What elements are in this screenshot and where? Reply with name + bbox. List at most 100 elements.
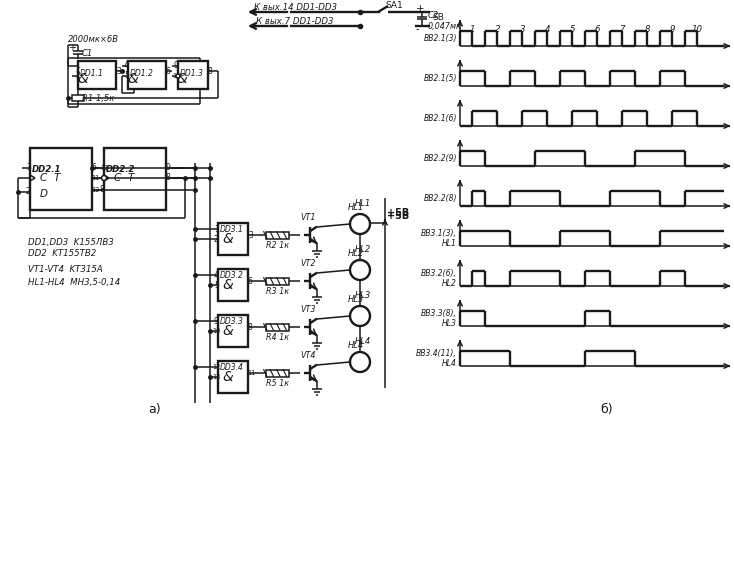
Text: VT3: VT3 xyxy=(300,306,316,315)
Text: DD3.2: DD3.2 xyxy=(220,272,244,280)
Text: R4 1к: R4 1к xyxy=(266,332,289,342)
Bar xyxy=(78,61,116,89)
Text: 4: 4 xyxy=(124,62,129,71)
Text: 5: 5 xyxy=(124,72,129,81)
Text: SA1: SA1 xyxy=(385,1,403,9)
Text: +5В: +5В xyxy=(387,211,410,221)
Text: DD3.4: DD3.4 xyxy=(220,363,244,373)
Text: DD2.1: DD2.1 xyxy=(32,165,62,175)
Text: 1: 1 xyxy=(75,62,80,71)
Text: 9: 9 xyxy=(166,163,171,172)
Text: 13: 13 xyxy=(212,374,220,380)
Bar xyxy=(218,361,248,393)
Text: DD2  KТ155ТВ2: DD2 KТ155ТВ2 xyxy=(28,249,96,259)
Bar xyxy=(218,269,248,301)
Text: б): б) xyxy=(600,403,613,416)
Text: C: C xyxy=(40,173,47,183)
Text: &: & xyxy=(128,72,139,86)
Text: +: + xyxy=(68,43,76,53)
Text: HL2: HL2 xyxy=(348,249,364,259)
Circle shape xyxy=(350,352,370,372)
Circle shape xyxy=(101,175,106,181)
Text: BB2.2(9): BB2.2(9) xyxy=(424,154,457,163)
Bar xyxy=(266,369,289,376)
Text: T: T xyxy=(128,173,134,183)
Text: 8: 8 xyxy=(165,173,170,182)
Text: К вых.14 DD1-DD3: К вых.14 DD1-DD3 xyxy=(253,2,336,12)
Text: 6: 6 xyxy=(595,25,600,34)
Text: &: & xyxy=(222,232,233,246)
Bar xyxy=(266,323,289,330)
Text: BB3.2(6),
HL2: BB3.2(6), HL2 xyxy=(421,269,457,288)
Text: C: C xyxy=(114,173,121,183)
Text: HL3: HL3 xyxy=(355,292,371,300)
Circle shape xyxy=(350,306,370,326)
Text: +5В: +5В xyxy=(387,208,410,218)
Text: 5: 5 xyxy=(570,25,575,34)
Circle shape xyxy=(176,74,180,78)
Text: 9: 9 xyxy=(214,316,219,326)
Text: DD3.1: DD3.1 xyxy=(220,226,244,235)
Text: DD2.2: DD2.2 xyxy=(106,165,136,175)
Text: C1: C1 xyxy=(82,48,93,58)
Text: &: & xyxy=(222,278,233,292)
Text: &: & xyxy=(78,72,88,86)
Text: К вых.7 DD1-DD3: К вых.7 DD1-DD3 xyxy=(256,16,334,25)
Text: VT1: VT1 xyxy=(300,213,316,222)
Text: 6: 6 xyxy=(166,66,171,75)
Text: 4: 4 xyxy=(545,25,550,34)
Text: 2000мк×6В: 2000мк×6В xyxy=(68,35,119,45)
Text: DD1.2: DD1.2 xyxy=(130,68,154,78)
Text: BB3.3(8),
HL3: BB3.3(8), HL3 xyxy=(421,309,457,328)
Text: HL4: HL4 xyxy=(355,338,371,346)
Text: VT4: VT4 xyxy=(300,352,316,360)
Text: 10: 10 xyxy=(691,25,702,34)
Text: 10: 10 xyxy=(172,73,181,79)
Text: HL1: HL1 xyxy=(355,199,371,209)
Text: C2: C2 xyxy=(428,12,439,21)
Bar xyxy=(72,95,84,101)
Text: 1: 1 xyxy=(214,225,219,233)
Text: BB2.1(6): BB2.1(6) xyxy=(424,114,457,123)
Text: 4: 4 xyxy=(214,270,219,279)
Bar xyxy=(218,223,248,255)
Text: 0,047мк: 0,047мк xyxy=(428,22,462,31)
Text: 2: 2 xyxy=(495,25,500,34)
Text: R1 1,5к: R1 1,5к xyxy=(82,93,115,102)
Text: 11: 11 xyxy=(247,370,255,376)
Text: -: - xyxy=(416,24,420,34)
Text: R5 1к: R5 1к xyxy=(266,379,289,387)
Text: &: & xyxy=(222,370,233,384)
Text: DD3.3: DD3.3 xyxy=(220,318,244,326)
Text: R2 1к: R2 1к xyxy=(266,240,289,249)
Text: DD1.3: DD1.3 xyxy=(180,68,204,78)
Text: BB3.1(3),
HL1: BB3.1(3), HL1 xyxy=(421,229,457,248)
Text: R3 1к: R3 1к xyxy=(266,286,289,296)
Text: 2: 2 xyxy=(214,235,219,243)
Bar xyxy=(178,61,208,89)
Text: VT1-VT4  KТ315A: VT1-VT4 KТ315A xyxy=(28,266,103,275)
Bar xyxy=(104,148,166,210)
Text: 3: 3 xyxy=(26,163,31,172)
Text: SB: SB xyxy=(432,12,444,22)
Text: D: D xyxy=(40,189,48,199)
Text: 3: 3 xyxy=(116,66,121,75)
Text: HL3: HL3 xyxy=(348,296,364,305)
Text: 10: 10 xyxy=(212,328,220,334)
Text: &: & xyxy=(222,324,233,338)
Text: HL4: HL4 xyxy=(348,342,364,350)
Text: BB2.1(5): BB2.1(5) xyxy=(424,74,457,83)
Text: BB2.1(3): BB2.1(3) xyxy=(424,34,457,43)
Text: 2: 2 xyxy=(26,188,31,196)
Bar xyxy=(266,278,289,285)
Text: VT2: VT2 xyxy=(300,259,316,269)
Text: 9: 9 xyxy=(174,62,179,71)
Text: DD1,DD3  K155ЛВ3: DD1,DD3 K155ЛВ3 xyxy=(28,238,114,246)
Text: 7: 7 xyxy=(619,25,625,34)
Text: HL1: HL1 xyxy=(348,203,364,212)
Text: 2: 2 xyxy=(75,72,80,81)
Text: &: & xyxy=(177,72,187,86)
Bar xyxy=(266,232,289,239)
Text: +: + xyxy=(416,4,425,14)
Text: 6: 6 xyxy=(248,276,253,286)
